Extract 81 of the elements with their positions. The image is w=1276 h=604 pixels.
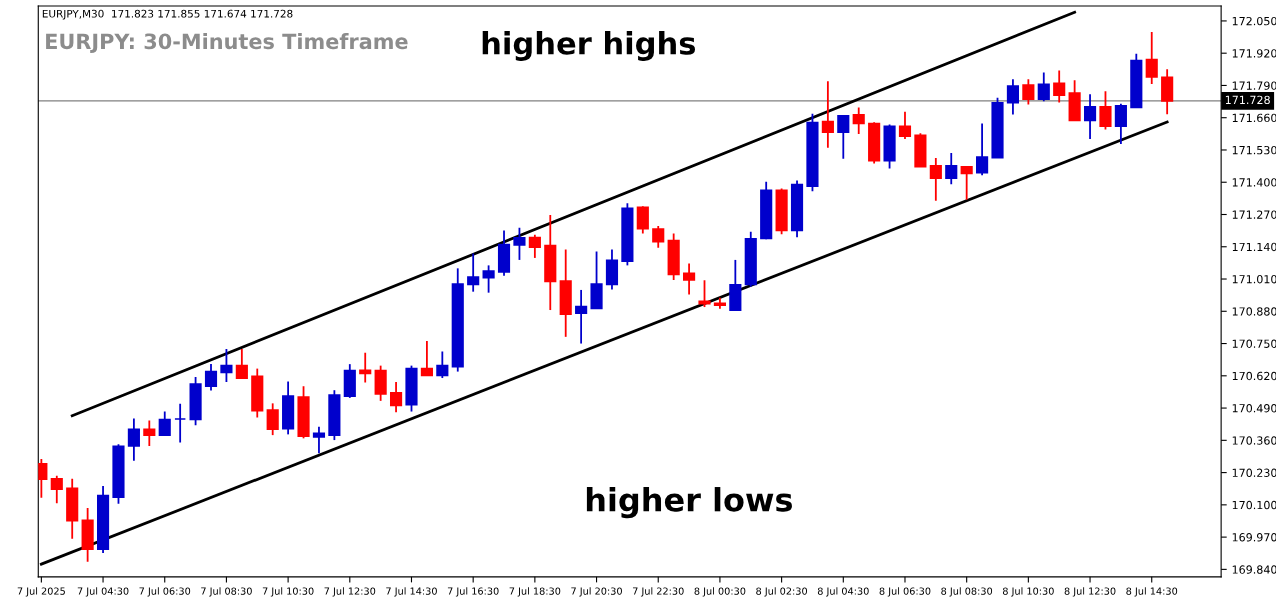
x-tick-label: 7 Jul 14:30: [386, 587, 437, 597]
candlestick: [482, 264, 495, 294]
x-tick-label: 7 Jul 18:30: [509, 587, 561, 597]
candlestick: [528, 233, 541, 259]
x-tick-label: 8 Jul 02:30: [756, 587, 808, 597]
x-tick-label: 7 Jul 22:30: [632, 587, 684, 597]
candlestick: [1037, 71, 1050, 103]
candlestick: [50, 474, 63, 505]
candlestick: [389, 381, 403, 414]
candlestick: [1053, 69, 1066, 104]
candlestick: [312, 425, 326, 455]
candlestick: [204, 362, 218, 392]
annotation: higher highs: [482, 31, 696, 61]
y-tick-label: 171.140: [1232, 242, 1276, 252]
candlestick: [1161, 68, 1174, 116]
candlestick: [929, 157, 942, 202]
x-tick-label: 7 Jul 06:30: [139, 587, 191, 597]
x-tick-label: 8 Jul 08:30: [941, 587, 993, 597]
x-tick-label: 8 Jul 10:30: [1002, 587, 1054, 597]
candlestick: [220, 348, 233, 383]
y-tick-label: 170.880: [1232, 307, 1276, 316]
x-tick-label: 8 Jul 14:30: [1126, 587, 1178, 597]
y-tick-label: 171.400: [1232, 178, 1276, 187]
annotation: higher lows: [586, 487, 792, 519]
candlestick: [467, 252, 480, 293]
x-tick-label: 7 Jul 08:30: [201, 587, 252, 597]
candlestick: [158, 410, 171, 437]
candlestick: [960, 165, 973, 201]
candlestick: [821, 80, 834, 149]
x-tick-label: 8 Jul 12:30: [1064, 587, 1116, 597]
y-tick-label: 171.010: [1232, 275, 1276, 284]
candlestick: [436, 350, 449, 379]
y-tick-label: 171.660: [1232, 113, 1276, 123]
candlestick: [374, 364, 387, 402]
candlestick: [1114, 102, 1127, 145]
candlestick: [513, 226, 526, 261]
y-tick-label: 170.360: [1232, 436, 1276, 445]
candlestick: [636, 205, 649, 235]
y-tick-label: 170.750: [1232, 339, 1276, 348]
y-tick-label: 170.230: [1232, 468, 1276, 477]
x-tick-label: 8 Jul 06:30: [879, 587, 931, 597]
candlestick: [266, 402, 279, 437]
candlestick: [1083, 93, 1097, 140]
y-tick-label: 171.790: [1232, 81, 1276, 90]
candlestick: [945, 152, 958, 186]
ref-line-label: 171.728: [1225, 95, 1270, 105]
candlestick: [652, 225, 665, 249]
candlestick: [420, 340, 433, 377]
candlestick: [837, 114, 850, 160]
x-tick-label: 7 Jul 16:30: [447, 587, 499, 597]
candlestick: [235, 348, 248, 380]
candlestick: [852, 106, 865, 135]
x-tick-label: 7 Jul 2025: [17, 587, 65, 597]
x-tick-label: 7 Jul 12:30: [324, 587, 376, 597]
y-tick-label: 170.100: [1232, 500, 1276, 510]
annotation: EURJPY,M30 171.823 171.855 171.674 171.728: [42, 9, 293, 20]
y-tick-label: 171.920: [1232, 49, 1276, 58]
candlestick: [898, 110, 912, 140]
x-tick-label: 8 Jul 00:30: [694, 587, 746, 597]
y-tick-label: 171.530: [1232, 145, 1276, 155]
candlestick: [143, 419, 156, 447]
y-tick-label: 172.050: [1232, 16, 1276, 26]
x-tick-label: 8 Jul 04:30: [817, 587, 869, 597]
y-tick-label: 171.270: [1232, 210, 1276, 219]
x-tick-label: 7 Jul 20:30: [571, 587, 622, 597]
y-tick-label: 169.840: [1232, 565, 1276, 574]
y-tick-label: 170.490: [1232, 404, 1276, 413]
candlestick: [127, 417, 140, 462]
candlestick: [1022, 78, 1035, 106]
candlestick: [1145, 31, 1158, 85]
candlestick: [575, 289, 588, 345]
y-tick-label: 170.620: [1232, 371, 1276, 381]
candlestick: [976, 122, 989, 177]
candlestick: [1099, 90, 1112, 131]
x-tick-label: 7 Jul 04:30: [77, 587, 129, 597]
candlestick: [1006, 78, 1020, 116]
text: EURJPY: 30-Minutes Timeframe: [46, 33, 408, 54]
x-tick-label: 7 Jul 10:30: [262, 587, 314, 597]
candlestick: [683, 262, 696, 296]
y-tick-label: 169.970: [1232, 533, 1276, 542]
candlestick: [174, 402, 187, 444]
